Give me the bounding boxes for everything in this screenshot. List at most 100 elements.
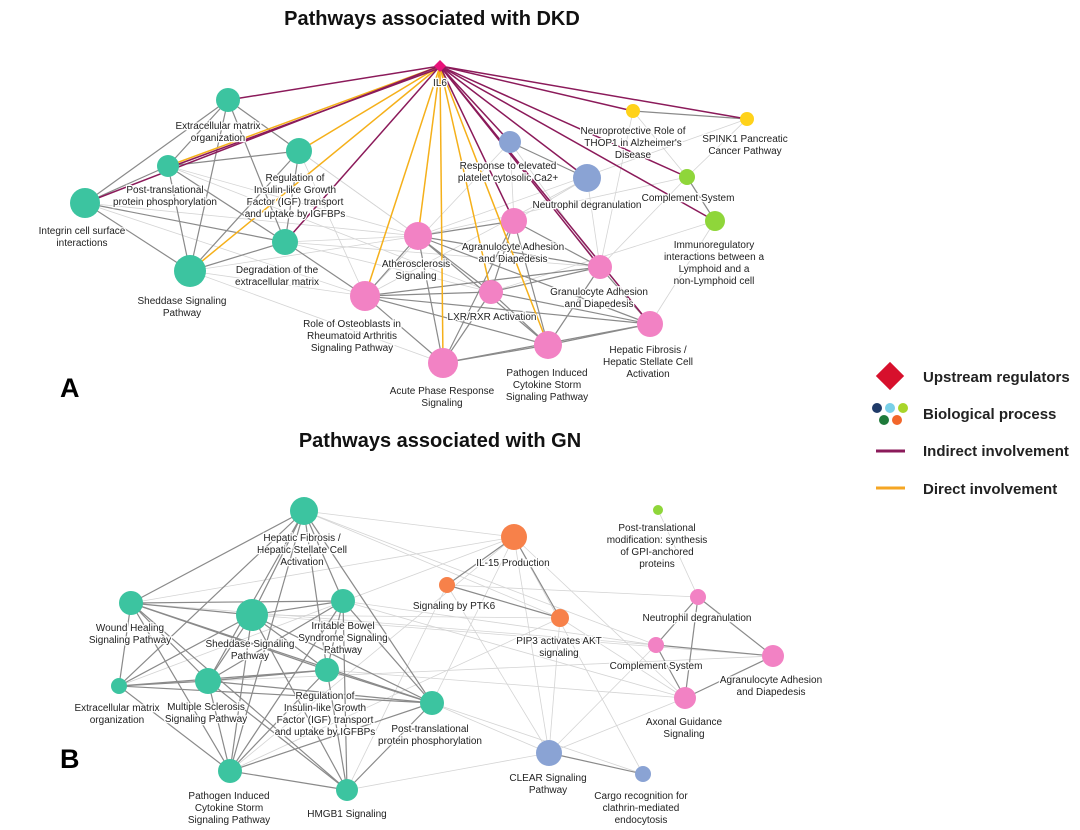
node-hep[interactable]: Hepatic Fibrosis /Hepatic Stellate CellA… (602, 311, 694, 381)
node-label: Lymphoid and a (679, 264, 750, 275)
node-label: HMGB1 Signaling (307, 809, 386, 820)
node-label: organization (191, 133, 245, 144)
edge-strong-ecm-integrin (84, 99, 229, 204)
node-ptk6[interactable]: Signaling by PTK6 (412, 577, 497, 613)
edge-strong-wound-ibs (130, 600, 344, 604)
node-neut[interactable]: Neutrophil degranulation (531, 164, 643, 212)
node-label: CLEAR Signaling (509, 773, 586, 784)
edge-weak-ms-agran (207, 655, 774, 682)
edge-weak-integrin-osteo (84, 202, 366, 297)
legend-label-biological: Biological process (923, 406, 1056, 423)
node-label: Post-translational (618, 523, 695, 534)
node-label: Multiple Sclerosis (167, 702, 245, 713)
node-circle (420, 691, 444, 715)
node-circle (479, 280, 503, 304)
edge-strong-shed-ptp (251, 614, 433, 704)
node-il15[interactable]: IL-15 Production (475, 524, 551, 570)
node-label: Extracellular matrix (175, 121, 260, 132)
node-label: interactions (56, 238, 107, 249)
node-label: Complement System (610, 661, 703, 672)
node-circle (762, 645, 784, 667)
node-circle (674, 687, 696, 709)
edge-weak-spink-comp (686, 118, 748, 178)
node-neut[interactable]: Neutrophil degranulation (641, 589, 753, 625)
edge-strong-gran-path (547, 266, 601, 346)
edge-strong-wound-path (130, 602, 231, 772)
edge-strong-osteo-acute (364, 295, 444, 364)
edge-indirect-il6-agran (439, 65, 515, 222)
edge-strong-ather-acute (417, 235, 444, 364)
edge-strong-osteo-path (364, 295, 549, 346)
edge-strong-agran-gran (513, 220, 601, 268)
node-label: Neutrophil degranulation (533, 200, 642, 211)
node-hmgb1[interactable]: HMGB1 Signaling (306, 779, 388, 821)
edge-strong-ms-hmgb1 (207, 680, 348, 791)
node-circle (195, 668, 221, 694)
edge-weak-il15-clear (513, 536, 550, 754)
node-label: Sheddase Signaling (206, 639, 295, 650)
node-hf[interactable]: Hepatic Fibrosis /Hepatic Stellate CellA… (256, 497, 348, 569)
node-label: Role of Osteoblasts in (303, 319, 401, 330)
edge-weak-hf-pip3 (303, 510, 561, 619)
edge-weak-hmgb1-clear (346, 752, 550, 791)
node-label: Signaling Pathway (506, 392, 588, 403)
edge-strong-lxr-gran (490, 266, 601, 293)
edge-strong-thop-spink (632, 110, 748, 120)
node-circle (218, 759, 242, 783)
node-label: Post-translational (391, 724, 468, 735)
edge-weak-cargo-il15 (513, 536, 644, 775)
node-label: Atherosclerosis (382, 259, 450, 270)
legend-diamond-icon (875, 361, 905, 391)
node-il6[interactable]: IL6 (432, 60, 449, 90)
edge-weak-shed-acute (189, 270, 444, 364)
panel-b-title: Pathways associated with GN (299, 430, 581, 452)
node-label: Extracellular matrix (74, 703, 159, 714)
node-label: and Diapedesis (737, 687, 806, 698)
node-circle (174, 255, 206, 287)
edge-indirect-il6-spink (439, 65, 748, 120)
node-cargo[interactable]: Cargo recognition forclathrin-mediateden… (593, 766, 690, 827)
node-label: organization (90, 715, 144, 726)
node-circle (157, 155, 179, 177)
edge-strong-ptp-path (229, 702, 433, 772)
edge-weak-ptp-clear (431, 702, 550, 754)
node-comp[interactable]: Complement System (640, 169, 736, 205)
edge-weak-ptp-lxr (167, 165, 492, 293)
node-label: non-Lymphoid cell (674, 276, 755, 287)
node-comp[interactable]: Complement System (608, 637, 704, 673)
edge-indirect-il6-deg (284, 65, 441, 243)
node-label: protein phosphorylation (378, 736, 482, 747)
node-lxr[interactable]: LXR/RXR Activation (446, 280, 538, 324)
node-label: Activation (280, 557, 323, 568)
edge-strong-ather-hep (417, 235, 651, 325)
